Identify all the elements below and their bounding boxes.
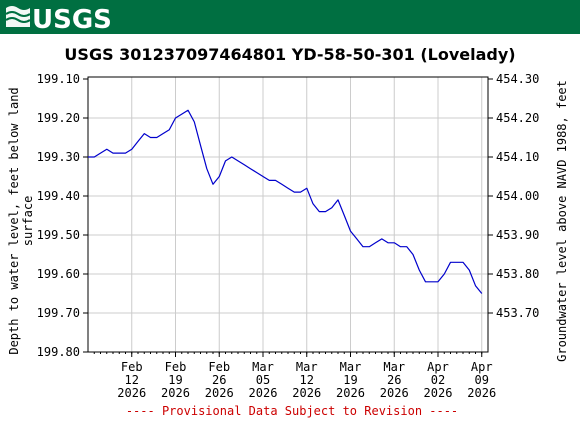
chart-title: USGS 301237097464801 YD-58-50-301 (Lovel… — [64, 45, 515, 64]
right-tick-label: 453.70 — [496, 306, 539, 320]
x-tick-year: 2026 — [205, 386, 234, 400]
left-tick-label: 199.70 — [37, 306, 80, 320]
left-tick-label: 199.80 — [37, 345, 80, 359]
x-tick-month: Feb — [208, 360, 230, 374]
left-tick-label: 199.60 — [37, 267, 80, 281]
x-tick-day: 05 — [256, 373, 270, 387]
usgs-header-bar — [0, 0, 580, 34]
x-tick-month: Apr — [427, 360, 449, 374]
x-tick-year: 2026 — [380, 386, 409, 400]
left-tick-label: 199.30 — [37, 150, 80, 164]
left-tick-label: 199.10 — [37, 72, 80, 86]
usgs-logo-text: USGS — [32, 5, 112, 35]
x-tick-day: 02 — [431, 373, 445, 387]
left-tick-label: 199.20 — [37, 111, 80, 125]
right-tick-label: 454.20 — [496, 111, 539, 125]
x-tick-day: 09 — [475, 373, 489, 387]
right-tick-label: 454.30 — [496, 72, 539, 86]
x-tick-year: 2026 — [117, 386, 146, 400]
x-tick-month: Feb — [165, 360, 187, 374]
grid-lines — [88, 77, 488, 352]
right-axis-title: Groundwater level above NAVD 1988, feet — [555, 80, 569, 362]
left-axis: 199.10 199.20 199.30 199.40 199.50 199.60 199.… — [37, 72, 88, 359]
right-tick-label: 453.90 — [496, 228, 539, 242]
series-layer — [88, 109, 483, 294]
x-tick-day: 19 — [343, 373, 357, 387]
x-tick-month: Mar — [383, 360, 405, 374]
x-tick-year: 2026 — [292, 386, 321, 400]
left-axis-title-line2: surface — [21, 196, 35, 247]
x-tick-year: 2026 — [424, 386, 453, 400]
left-tick-label: 199.50 — [37, 228, 80, 242]
x-tick-day: 12 — [125, 373, 139, 387]
x-tick-day: 26 — [387, 373, 401, 387]
left-tick-label: 199.40 — [37, 189, 80, 203]
usgs-logo: USGS — [5, 5, 112, 35]
right-tick-label: 454.00 — [496, 189, 539, 203]
x-tick-day: 12 — [300, 373, 314, 387]
right-axis: 454.30 454.20 454.10 454.00 453.90 453.80 453.… — [488, 72, 539, 320]
right-tick-label: 454.10 — [496, 150, 539, 164]
x-tick-month: Feb — [121, 360, 143, 374]
water-level-series-line — [88, 109, 483, 294]
x-tick-year: 2026 — [249, 386, 278, 400]
x-tick-month: Mar — [296, 360, 318, 374]
x-tick-year: 2026 — [336, 386, 365, 400]
x-tick-month: Mar — [340, 360, 362, 374]
x-tick-day: 26 — [212, 373, 226, 387]
x-tick-month: Mar — [252, 360, 274, 374]
x-tick-year: 2026 — [467, 386, 496, 400]
x-tick-month: Apr — [471, 360, 493, 374]
right-tick-label: 453.80 — [496, 267, 539, 281]
x-tick-day: 19 — [168, 373, 182, 387]
provisional-note: ---- Provisional Data Subject to Revisio… — [126, 404, 458, 418]
x-tick-year: 2026 — [161, 386, 190, 400]
x-axis: Feb122026Feb192026Feb262026Mar052026Mar1… — [93, 352, 496, 400]
left-axis-title-line1: Depth to water level, feet below land — [7, 87, 21, 354]
